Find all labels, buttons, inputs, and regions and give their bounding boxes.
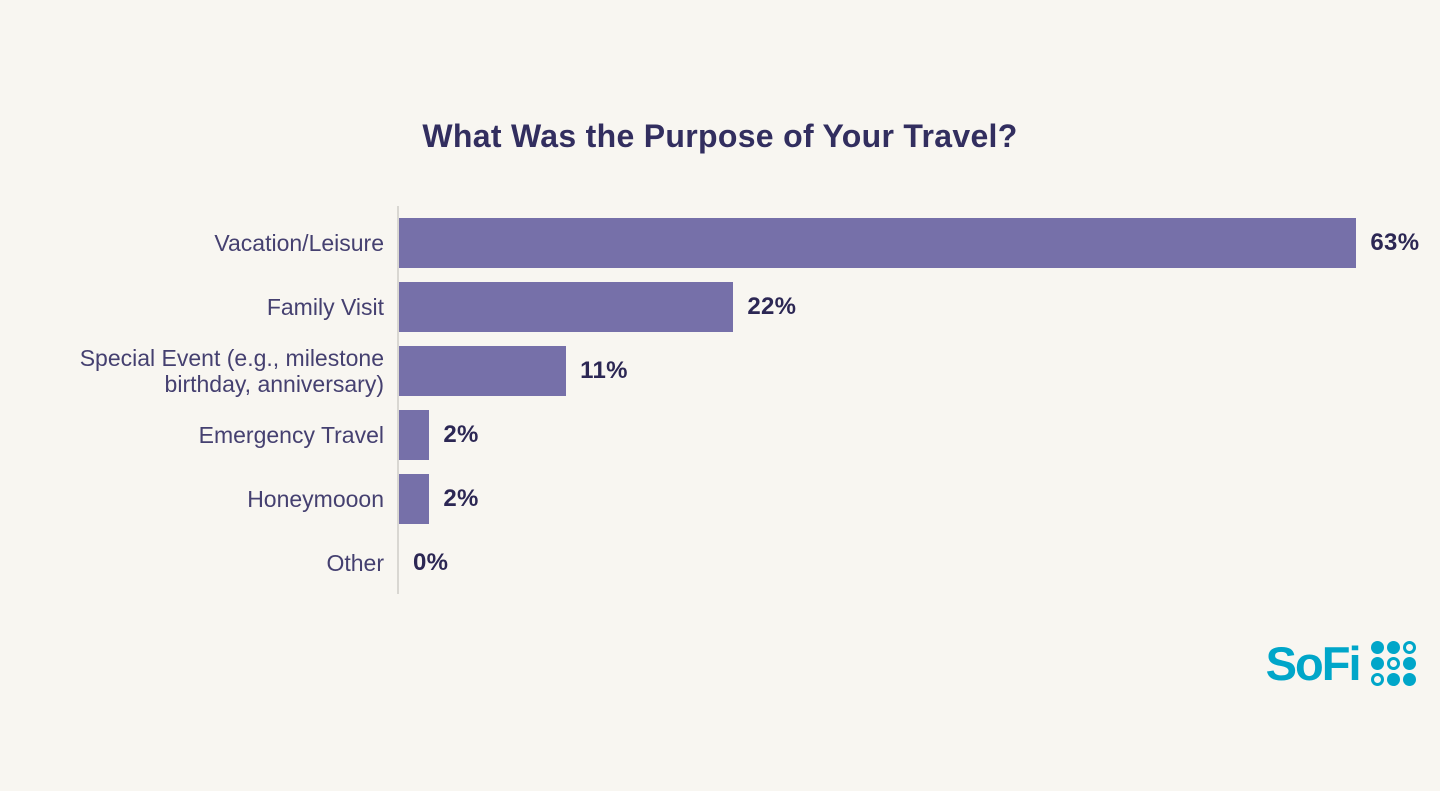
bar-chart: Vacation/Leisure 63% Family Visit 22% Specia… xyxy=(12,206,1419,594)
logo-dot-ring xyxy=(1370,672,1384,687)
bar-track: 0% xyxy=(397,538,1402,588)
value-label: 0% xyxy=(413,549,449,576)
value-label: 63% xyxy=(1370,229,1420,256)
bar xyxy=(399,474,430,524)
value-label: 22% xyxy=(747,293,797,320)
chart-row: Emergency Travel 2% xyxy=(12,410,1402,460)
bar xyxy=(399,282,734,332)
chart-row: Family Visit 22% xyxy=(12,282,1402,332)
chart-rows: Vacation/Leisure 63% Family Visit 22% Specia… xyxy=(12,218,1419,588)
bar-track: 63% xyxy=(397,218,1419,268)
bar xyxy=(399,218,1357,268)
chart-row: Other 0% xyxy=(12,538,1402,588)
sofi-logo: SoFi xyxy=(1266,636,1416,691)
bar-track: 2% xyxy=(397,410,1402,460)
bar xyxy=(399,410,430,460)
logo-dot-ring xyxy=(1386,656,1400,671)
category-label: Emergency Travel xyxy=(198,422,384,448)
logo-dot-filled xyxy=(1386,672,1400,687)
category-label: Vacation/Leisure xyxy=(214,230,384,256)
chart-title: What Was the Purpose of Your Travel? xyxy=(422,118,1018,154)
logo-dot-filled xyxy=(1402,656,1416,671)
value-label: 2% xyxy=(443,421,479,448)
logo-dot-filled xyxy=(1402,672,1416,687)
sofi-logo-dots-icon xyxy=(1370,640,1416,687)
category-label: Honeymooon xyxy=(247,486,384,512)
logo-dot-filled xyxy=(1370,656,1384,671)
bar-track: 22% xyxy=(397,282,1402,332)
chart-row: Special Event (e.g., milestone birthday,… xyxy=(12,345,1402,397)
chart-row: Honeymooon 2% xyxy=(12,474,1402,524)
value-label: 11% xyxy=(580,357,628,384)
logo-dot-filled xyxy=(1370,640,1384,655)
logo-dot-ring xyxy=(1402,640,1416,655)
category-label: Family Visit xyxy=(266,294,384,320)
bar-track: 2% xyxy=(397,474,1402,524)
logo-dot-filled xyxy=(1386,640,1400,655)
bar-track: 11% xyxy=(397,346,1402,396)
y-axis-line xyxy=(397,206,399,594)
value-label: 2% xyxy=(443,485,479,512)
bar xyxy=(399,346,567,396)
chart-row: Vacation/Leisure 63% xyxy=(12,218,1419,268)
category-label: Special Event (e.g., milestone birthday,… xyxy=(79,345,384,397)
sofi-logo-text: SoFi xyxy=(1265,637,1362,690)
category-label: Other xyxy=(326,550,384,576)
